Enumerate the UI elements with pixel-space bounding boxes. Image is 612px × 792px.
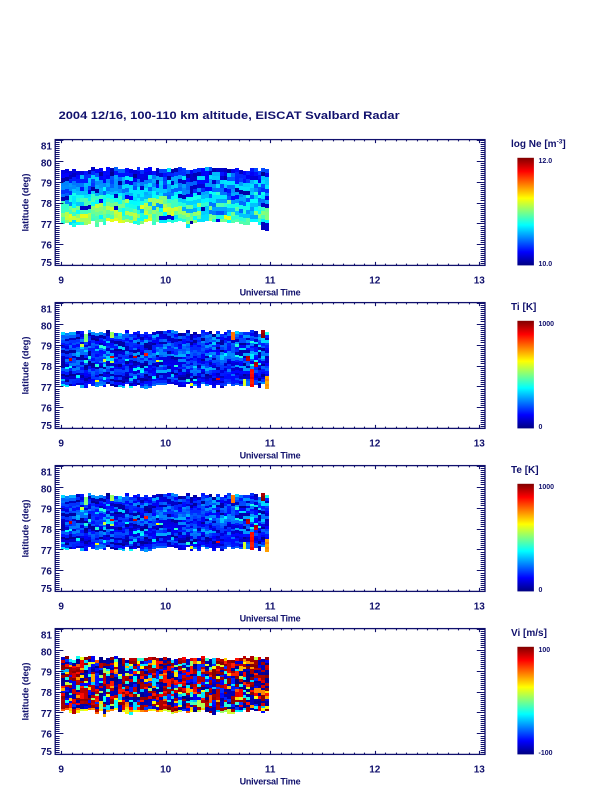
svg-text:9: 9 xyxy=(58,275,64,286)
svg-text:Te [K]: Te [K] xyxy=(511,465,539,476)
svg-text:75: 75 xyxy=(41,584,53,595)
svg-text:76: 76 xyxy=(41,240,53,251)
svg-text:12: 12 xyxy=(369,764,381,775)
svg-text:-100: -100 xyxy=(539,750,553,757)
svg-text:9: 9 xyxy=(58,438,64,449)
svg-text:76: 76 xyxy=(41,729,53,740)
svg-text:latitude (deg): latitude (deg) xyxy=(20,337,31,395)
svg-text:80: 80 xyxy=(41,485,53,496)
svg-text:75: 75 xyxy=(41,747,53,758)
svg-text:78: 78 xyxy=(41,362,53,373)
svg-text:Vi [m/s]: Vi [m/s] xyxy=(511,628,547,639)
svg-text:11: 11 xyxy=(265,764,276,775)
svg-text:75: 75 xyxy=(41,421,53,432)
svg-text:10: 10 xyxy=(160,275,172,286)
svg-text:78: 78 xyxy=(41,525,53,536)
svg-text:81: 81 xyxy=(41,467,53,478)
svg-text:77: 77 xyxy=(41,709,53,720)
svg-text:10: 10 xyxy=(160,764,172,775)
svg-text:79: 79 xyxy=(41,179,53,190)
svg-text:100: 100 xyxy=(539,647,551,654)
svg-text:1000: 1000 xyxy=(539,321,555,328)
svg-text:80: 80 xyxy=(41,648,53,659)
svg-text:latitude (deg): latitude (deg) xyxy=(20,174,31,232)
svg-text:Ti [K]: Ti [K] xyxy=(511,302,536,313)
svg-text:latitude (deg): latitude (deg) xyxy=(20,500,31,558)
svg-text:78: 78 xyxy=(41,688,53,699)
svg-text:77: 77 xyxy=(41,220,53,231)
svg-text:11: 11 xyxy=(265,438,276,449)
svg-text:1000: 1000 xyxy=(539,484,555,491)
svg-text:0: 0 xyxy=(539,587,543,594)
svg-text:76: 76 xyxy=(41,403,53,414)
svg-text:0: 0 xyxy=(539,424,543,431)
svg-text:2004 12/16, 100-110 km altitud: 2004 12/16, 100-110 km altitude, EISCAT … xyxy=(59,110,401,122)
svg-text:79: 79 xyxy=(41,342,53,353)
svg-text:76: 76 xyxy=(41,566,53,577)
svg-text:9: 9 xyxy=(58,764,64,775)
svg-text:13: 13 xyxy=(474,764,486,775)
svg-text:12: 12 xyxy=(369,601,381,612)
svg-text:11: 11 xyxy=(265,601,276,612)
svg-text:81: 81 xyxy=(41,304,53,315)
svg-text:12.0: 12.0 xyxy=(539,158,553,165)
svg-text:13: 13 xyxy=(474,438,486,449)
svg-text:78: 78 xyxy=(41,199,53,210)
svg-text:80: 80 xyxy=(41,159,53,170)
svg-text:13: 13 xyxy=(474,275,486,286)
svg-text:10: 10 xyxy=(160,601,172,612)
svg-text:77: 77 xyxy=(41,383,53,394)
svg-text:Universal Time: Universal Time xyxy=(240,451,301,461)
svg-text:81: 81 xyxy=(41,630,53,641)
svg-text:77: 77 xyxy=(41,546,53,557)
svg-text:log Ne [m-3]: log Ne [m-3] xyxy=(511,139,566,151)
svg-text:Universal Time: Universal Time xyxy=(240,288,301,298)
svg-text:latitude (deg): latitude (deg) xyxy=(20,663,31,721)
svg-text:12: 12 xyxy=(369,438,381,449)
svg-text:13: 13 xyxy=(474,601,486,612)
svg-text:79: 79 xyxy=(41,505,53,516)
svg-text:Universal Time: Universal Time xyxy=(240,614,301,624)
svg-text:75: 75 xyxy=(41,258,53,269)
svg-text:12: 12 xyxy=(369,275,381,286)
svg-text:10: 10 xyxy=(160,438,172,449)
svg-text:9: 9 xyxy=(58,601,64,612)
svg-text:Universal Time: Universal Time xyxy=(240,777,301,787)
svg-text:79: 79 xyxy=(41,668,53,679)
svg-text:10.0: 10.0 xyxy=(539,261,553,268)
svg-text:11: 11 xyxy=(265,275,276,286)
svg-text:81: 81 xyxy=(41,141,53,152)
svg-text:80: 80 xyxy=(41,322,53,333)
